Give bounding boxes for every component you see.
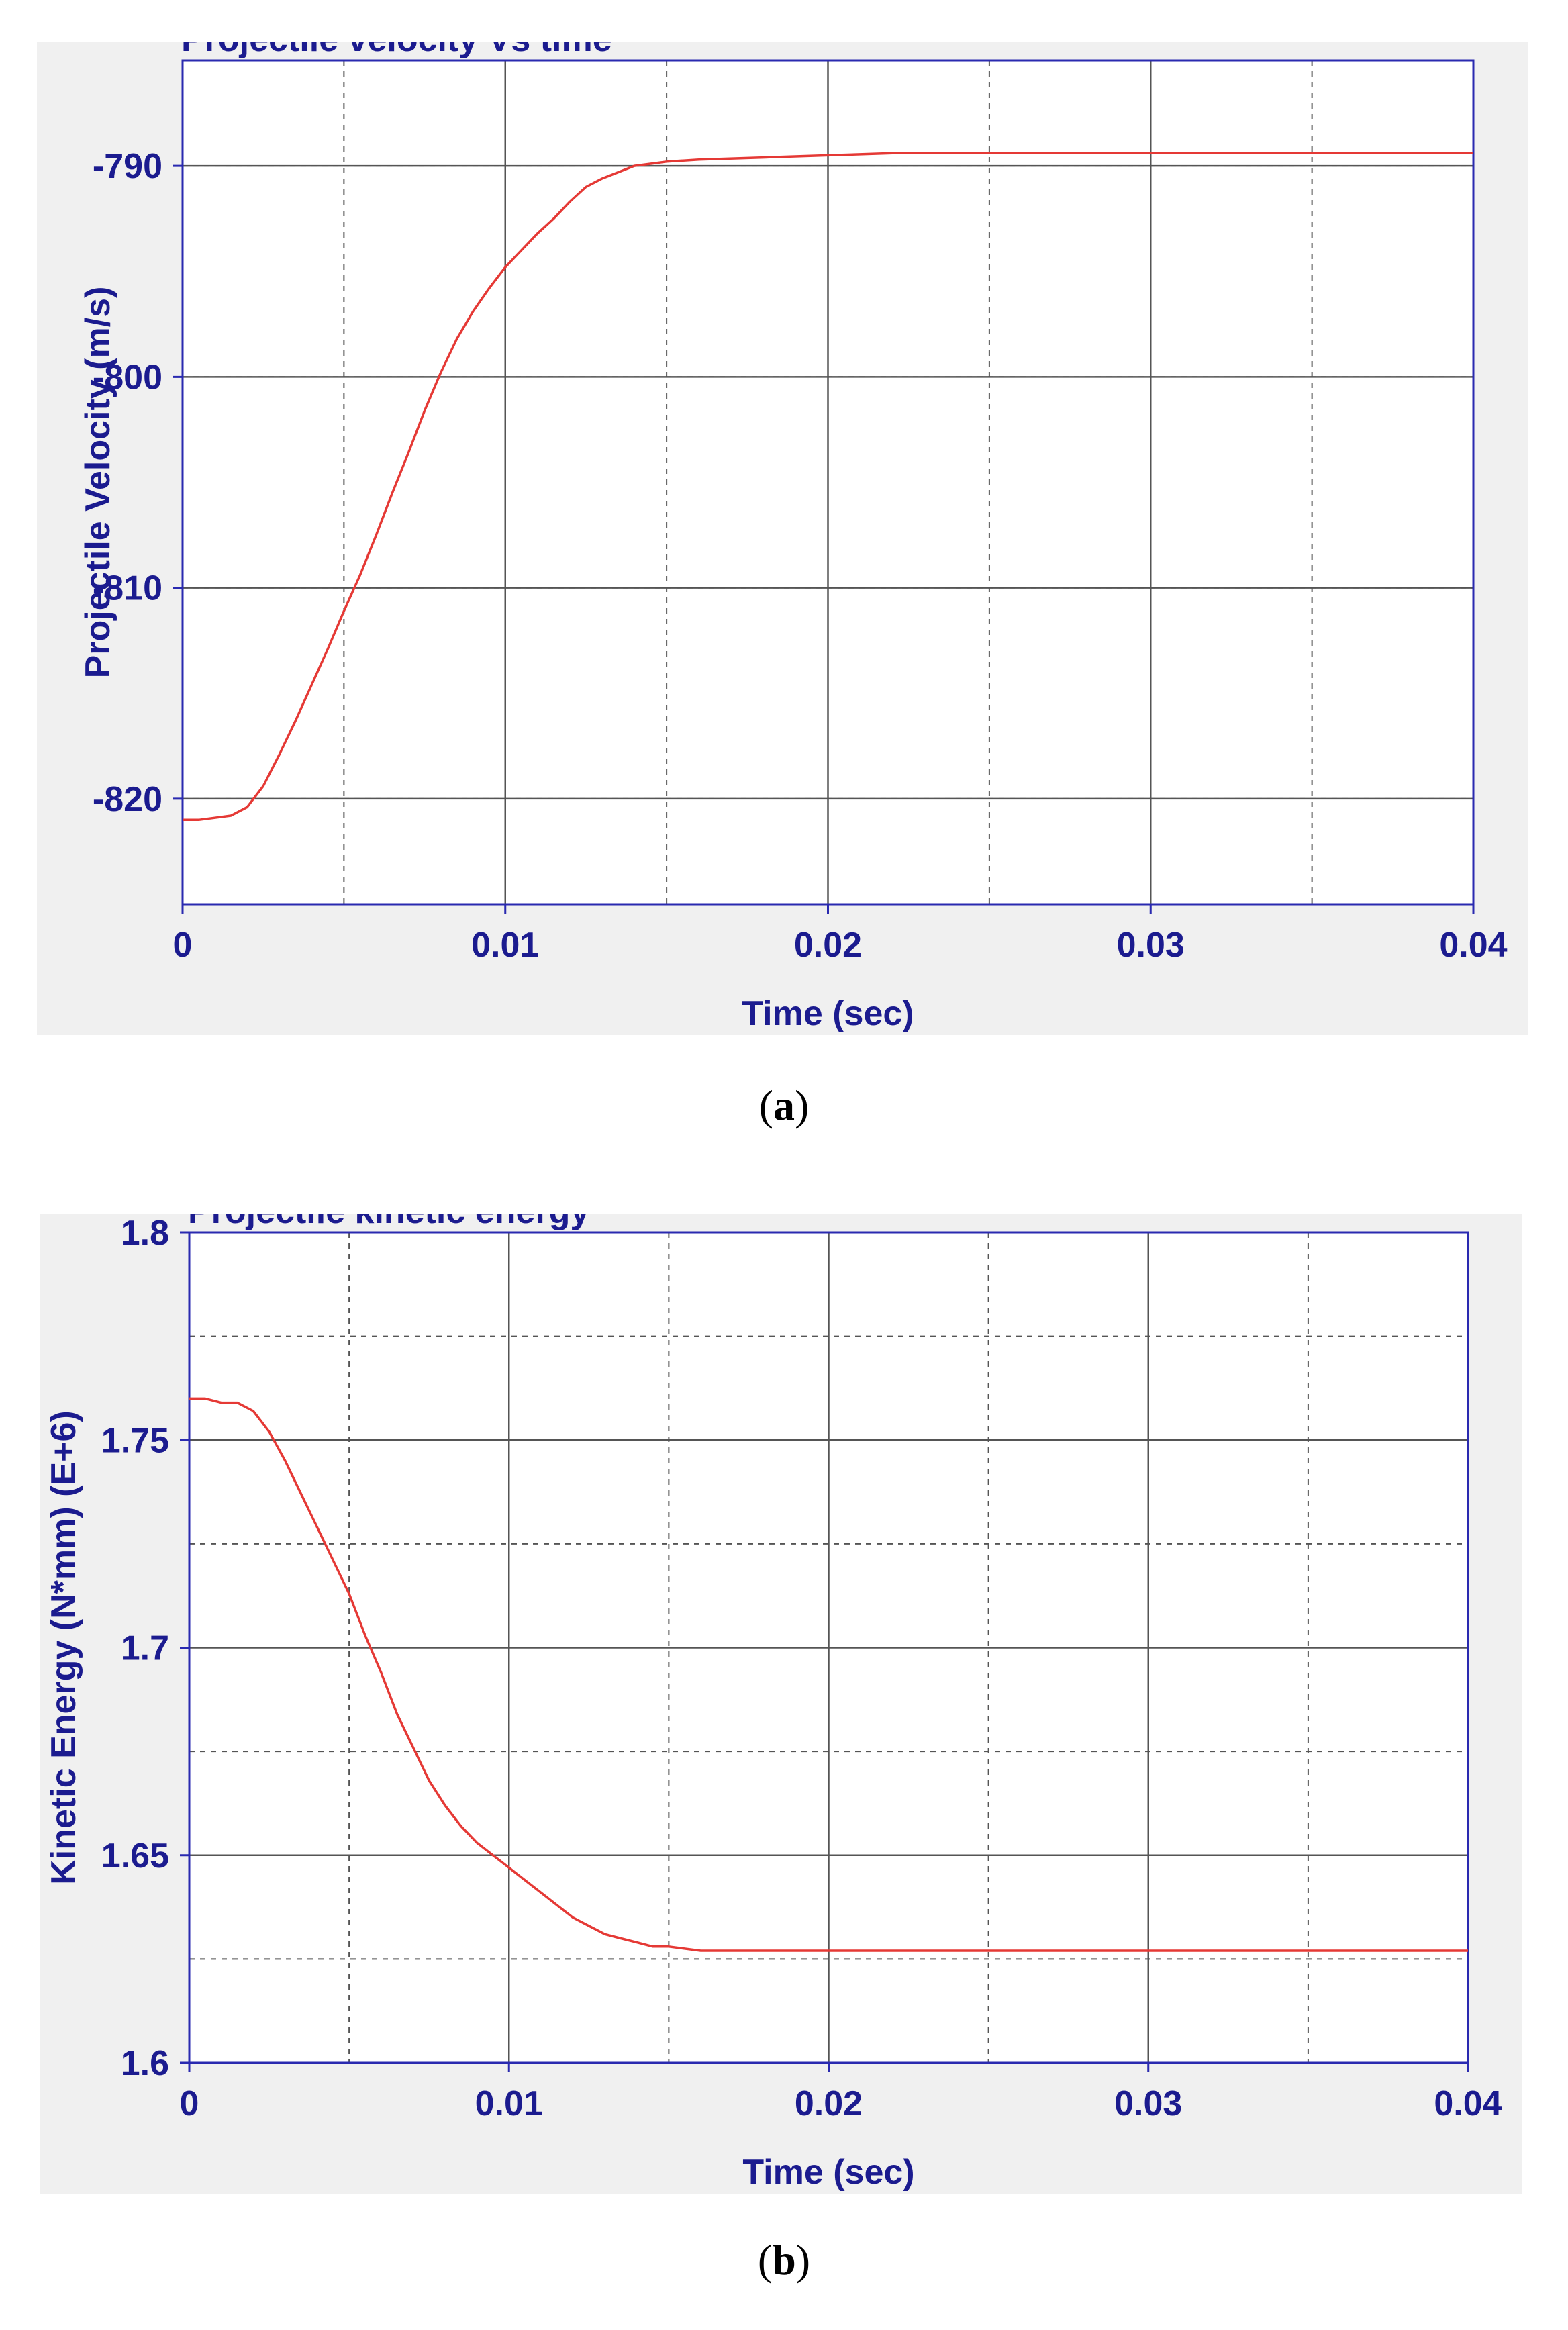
y-tick-label: 1.8: [121, 1214, 169, 1253]
y-tick-label: -790: [93, 147, 162, 186]
x-tick-label: 0: [180, 2084, 199, 2123]
chart-panel-a: 0 0.01 0.02 0.03 0.04 -790 -800 -810 -820 Project…: [37, 42, 1528, 1035]
y-tick-label: -820: [93, 780, 162, 819]
x-tick-label: 0.04: [1434, 2084, 1502, 2123]
y-tick-label: -800: [93, 358, 162, 397]
caption-b: (b): [757, 2236, 811, 2284]
x-tick-label: 0.02: [795, 2084, 863, 2123]
chart-panel-b: 0 0.01 0.02 0.03 0.04 1.8 1.75 1.7 1.65 1.6 Projec…: [40, 1214, 1522, 2194]
y-tick-label: -810: [93, 569, 162, 608]
x-tick-label: 0: [173, 926, 193, 965]
x-axis-label: Time (sec): [742, 2153, 914, 2192]
x-tick-label: 0.03: [1114, 2084, 1182, 2123]
y-axis-label: Kinetic Energy (N*mm) (E+6): [44, 1410, 83, 1885]
x-tick-label: 0.03: [1117, 926, 1185, 965]
series-line: [183, 152, 1473, 822]
chart-title: Projectile velocity Vs time: [181, 42, 612, 59]
y-tick-label: 1.6: [121, 2044, 169, 2083]
velocity-chart: 0 0.01 0.02 0.03 0.04 -790 -800 -810 -820 Project…: [79, 42, 1508, 1033]
series-line: [189, 1397, 1468, 1952]
kinetic-energy-chart: 0 0.01 0.02 0.03 0.04 1.8 1.75 1.7 1.65 1.6 Projec…: [44, 1214, 1502, 2192]
x-tick-label: 0.04: [1439, 926, 1507, 965]
caption-a-letter: a: [773, 1081, 795, 1129]
x-tick-label: 0.02: [794, 926, 862, 965]
x-tick-label: 0.01: [475, 2084, 543, 2123]
x-axis-label: Time (sec): [742, 994, 914, 1033]
chart-title: Projectile kinetic energy: [188, 1214, 589, 1231]
y-tick-label: 1.75: [101, 1421, 169, 1460]
y-tick-label: 1.65: [101, 1837, 169, 1876]
x-tick-label: 0.01: [471, 926, 539, 965]
caption-a: (a): [758, 1081, 810, 1129]
caption-b-letter: b: [772, 2236, 796, 2284]
y-tick-label: 1.7: [121, 1629, 169, 1668]
y-axis-label: Projectile Velocity (m/s): [79, 287, 117, 679]
